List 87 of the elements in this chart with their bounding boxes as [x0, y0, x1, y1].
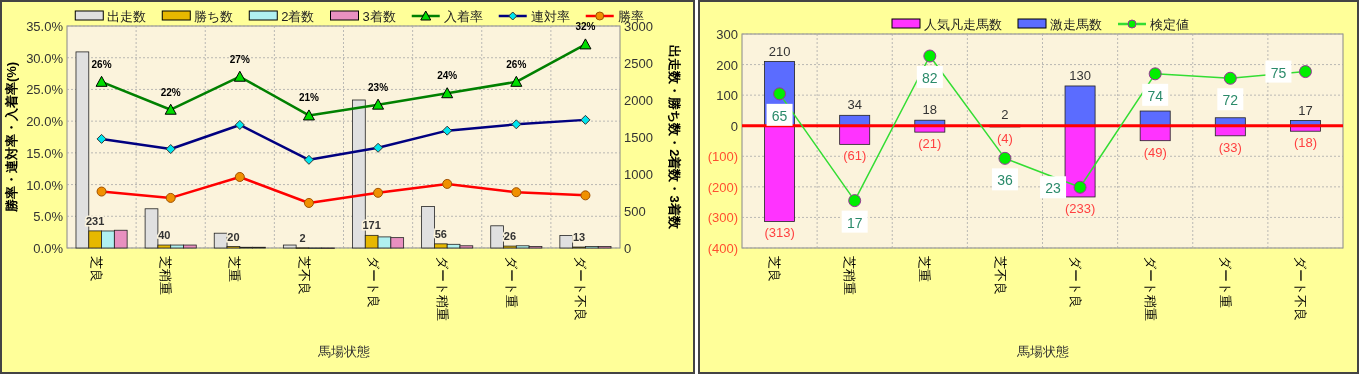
x-tick-label: ダート良	[1067, 256, 1083, 308]
x-tick-label: 芝稍重	[842, 256, 858, 295]
legend-label: 3着数	[362, 9, 396, 24]
y-tick-label: 200	[716, 57, 738, 73]
data-label: 26	[503, 230, 517, 243]
data-label: (313)	[764, 225, 795, 241]
data-label: 21%	[298, 92, 320, 104]
y-tick-label: 10.0%	[26, 177, 64, 193]
x-tick-label: 芝重	[227, 256, 243, 282]
data-label: 82	[922, 70, 938, 87]
x-tick-label: ダート稍重	[1142, 256, 1158, 321]
data-label: 75	[1270, 64, 1287, 81]
data-label: 18	[922, 102, 938, 118]
legend-label: 勝ち数	[194, 9, 234, 24]
x-tick-label: ダート重	[503, 256, 519, 308]
x-tick-label: ダート重	[1217, 256, 1233, 308]
legend-label: 激走馬数	[1050, 17, 1102, 32]
data-label: 2	[299, 231, 306, 244]
y2-tick-label: 0	[624, 241, 632, 256]
legend-label: 連対率	[530, 9, 570, 24]
data-label: (21)	[918, 136, 942, 152]
data-label: (233)	[1064, 200, 1096, 216]
data-label: 72	[1222, 92, 1239, 109]
y-tick-label: 30.0%	[26, 50, 64, 66]
y-tick-label: 100	[716, 88, 738, 104]
y-tick-label: 35.0%	[26, 19, 64, 34]
y2-axis-title: 出走数・勝ち数・2着数・3着数	[667, 45, 682, 230]
data-label: 24%	[437, 70, 458, 82]
legend-label: 入着率	[443, 9, 483, 24]
data-label: 22%	[160, 86, 181, 98]
y2-tick-label: 2500	[624, 56, 653, 71]
x-tick-label: ダート不良	[1293, 256, 1308, 321]
y2-tick-label: 1500	[624, 130, 653, 145]
data-label: (49)	[1143, 144, 1167, 160]
y-tick-label: 15.0%	[26, 145, 64, 161]
legend-label: 2着数	[281, 9, 315, 24]
legend-label: 人気凡走馬数	[924, 17, 1002, 32]
y-tick-label: 0.0%	[33, 241, 64, 256]
data-label: 65	[771, 107, 788, 124]
y2-tick-label: 500	[624, 204, 646, 219]
y-axis-title: 勝率・連対率・入着率(%)	[4, 61, 19, 214]
data-label: (61)	[843, 148, 867, 164]
x-axis-title: 馬場状態	[316, 344, 370, 359]
data-label: 27%	[229, 53, 250, 65]
y-tick-label: 300	[716, 27, 738, 42]
legend-label: 検定値	[1150, 17, 1189, 32]
data-label: 17	[846, 214, 863, 231]
x-tick-label: ダート不良	[573, 256, 588, 321]
y-tick-label: (400)	[707, 241, 738, 256]
x-tick-label: 芝不良	[296, 256, 312, 295]
data-label: 13	[572, 231, 586, 244]
data-label: 26%	[91, 58, 112, 70]
data-label: 20	[227, 230, 240, 243]
y2-tick-label: 2000	[624, 93, 653, 108]
legend-label: 出走数	[107, 9, 147, 24]
data-label: 36	[997, 172, 1013, 189]
x-axis-title: 馬場状態	[1015, 344, 1069, 359]
y-tick-label: (300)	[707, 210, 738, 226]
x-tick-label: ダート稍重	[434, 256, 450, 321]
data-label: 130	[1069, 67, 1091, 83]
x-tick-label: 芝重	[917, 256, 933, 282]
x-tick-label: 芝良	[767, 256, 783, 282]
data-label: 32%	[575, 21, 596, 33]
y-tick-label: 20.0%	[26, 114, 64, 130]
x-tick-label: 芝稍重	[158, 256, 174, 295]
y-tick-label: 25.0%	[26, 82, 64, 98]
x-tick-label: 芝不良	[992, 256, 1008, 295]
data-label: (18)	[1293, 135, 1317, 151]
data-label: 74	[1147, 87, 1164, 104]
y2-tick-label: 1000	[624, 167, 653, 182]
data-label: 23	[1045, 180, 1062, 197]
y-tick-label: (200)	[707, 179, 738, 195]
data-label: (4)	[996, 130, 1013, 146]
data-label: 210	[768, 43, 791, 59]
x-tick-label: 芝良	[89, 256, 105, 282]
data-label: 17	[1298, 102, 1313, 118]
data-label: 56	[434, 227, 447, 240]
data-label: 26%	[506, 58, 527, 70]
y-tick-label: (100)	[707, 149, 738, 165]
y-tick-label: 5.0%	[33, 209, 64, 225]
data-label: 23%	[368, 81, 389, 93]
x-tick-label: ダート良	[365, 256, 381, 308]
data-label: (33)	[1218, 139, 1242, 155]
data-label: 2	[1001, 107, 1009, 123]
data-label: 34	[847, 97, 862, 113]
y-tick-label: 0	[730, 118, 738, 134]
data-label: 40	[158, 229, 171, 242]
